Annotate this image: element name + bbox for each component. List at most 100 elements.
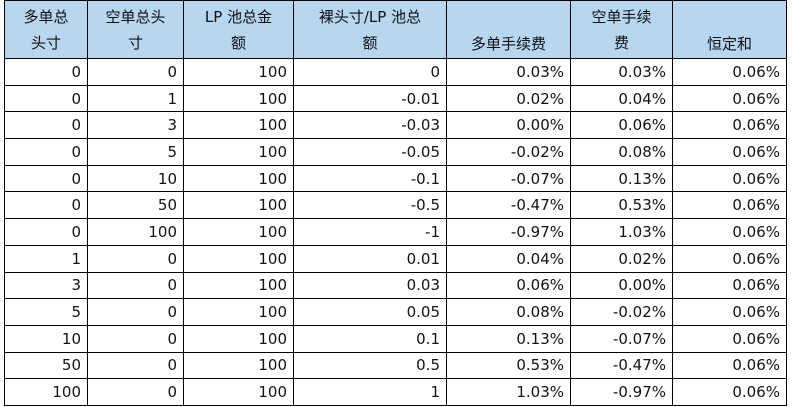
table-row: 100 0 100 1 1.03% -0.97% 0.06% (4, 378, 787, 406)
cell-short-total: 0 (87, 271, 184, 300)
cell-short-fee: -0.02% (570, 298, 673, 326)
table-row: 3 0 100 0.03 0.06% 0.00% 0.06% (4, 271, 787, 300)
cell-long-total: 0 (4, 218, 88, 246)
cell-short-total: 0 (87, 58, 184, 86)
cell-short-fee: 0.53% (570, 191, 673, 220)
cell-constant-sum: 0.06% (672, 218, 787, 246)
cell-short-fee: -0.47% (570, 351, 673, 380)
cell-long-fee: -0.97% (446, 218, 571, 246)
cell-short-fee: 0.13% (570, 164, 673, 193)
cell-short-total: 3 (87, 111, 184, 140)
cell-short-fee: 0.00% (570, 271, 673, 300)
cell-long-fee: 0.02% (446, 84, 571, 113)
cell-long-fee: 1.03% (446, 378, 571, 406)
cell-short-total: 10 (87, 164, 184, 193)
cell-short-total: 0 (87, 298, 184, 326)
cell-short-fee: 1.03% (570, 218, 673, 246)
cell-constant-sum: 0.06% (672, 324, 787, 353)
header-naked-ratio-line2: 额 (362, 33, 378, 52)
header-long-fee-label: 多单手续费 (470, 35, 546, 53)
cell-long-total: 0 (4, 191, 88, 220)
cell-naked-ratio: 0.1 (293, 324, 447, 353)
cell-constant-sum: 0.06% (672, 84, 787, 113)
header-short-fee: 空单手续 费 (570, 0, 673, 59)
header-short-fee-line2: 费 (613, 33, 629, 52)
cell-long-total: 3 (4, 271, 88, 300)
cell-long-fee: -0.47% (446, 191, 571, 220)
table-row: 5 0 100 0.05 0.08% -0.02% 0.06% (4, 298, 787, 326)
cell-long-total: 0 (4, 164, 88, 193)
cell-naked-ratio: -0.5 (293, 191, 447, 220)
cell-constant-sum: 0.06% (672, 351, 787, 380)
cell-constant-sum: 0.06% (672, 164, 787, 193)
cell-long-fee: 0.04% (446, 244, 571, 273)
cell-constant-sum: 0.06% (672, 58, 787, 86)
cell-constant-sum: 0.06% (672, 138, 787, 166)
cell-long-total: 1 (4, 244, 88, 273)
cell-long-total: 5 (4, 298, 88, 326)
cell-lp-pool: 100 (183, 271, 294, 300)
cell-lp-pool: 100 (183, 244, 294, 273)
cell-long-total: 0 (4, 58, 88, 86)
cell-long-fee: 0.06% (446, 271, 571, 300)
table-row: 1 0 100 0.01 0.04% 0.02% 0.06% (4, 244, 787, 273)
cell-long-fee: 0.53% (446, 351, 571, 380)
cell-constant-sum: 0.06% (672, 271, 787, 300)
cell-long-fee: -0.07% (446, 164, 571, 193)
cell-short-fee: 0.02% (570, 244, 673, 273)
table-row: 10 0 100 0.1 0.13% -0.07% 0.06% (4, 324, 787, 353)
cell-long-fee: 0.08% (446, 298, 571, 326)
cell-long-total: 0 (4, 138, 88, 166)
cell-lp-pool: 100 (183, 84, 294, 113)
table-row: 0 5 100 -0.05 -0.02% 0.08% 0.06% (4, 138, 787, 166)
header-short-total-line2: 寸 (127, 33, 143, 52)
table-row: 0 1 100 -0.01 0.02% 0.04% 0.06% (4, 84, 787, 113)
cell-long-fee: 0.13% (446, 324, 571, 353)
cell-short-fee: -0.97% (570, 378, 673, 406)
table-row: 0 3 100 -0.03 0.00% 0.06% 0.06% (4, 111, 787, 140)
header-short-total: 空单总头 寸 (87, 0, 184, 59)
cell-short-fee: 0.06% (570, 111, 673, 140)
cell-naked-ratio: 0 (293, 58, 447, 86)
header-naked-ratio-line1: 裸头寸/LP 池总 (318, 7, 422, 26)
cell-naked-ratio: 0.05 (293, 298, 447, 326)
table-body: 0 0 100 0 0.03% 0.03% 0.06% 0 1 100 -0.01 0.02% 0.04… (4, 58, 787, 406)
cell-short-fee: 0.04% (570, 84, 673, 113)
cell-naked-ratio: 0.03 (293, 271, 447, 300)
cell-long-fee: 0.00% (446, 111, 571, 140)
cell-naked-ratio: 0.01 (293, 244, 447, 273)
cell-long-fee: 0.03% (446, 58, 571, 86)
table-container: 多单总 头寸 空单总头 寸 LP 池总金 额 裸头寸/LP 池总 额 多单手续费 (4, 0, 787, 406)
header-constant-sum-label: 恒定和 (706, 35, 752, 53)
cell-naked-ratio: 1 (293, 378, 447, 406)
cell-naked-ratio: -0.01 (293, 84, 447, 113)
cell-constant-sum: 0.06% (672, 244, 787, 273)
cell-constant-sum: 0.06% (672, 191, 787, 220)
header-long-total: 多单总 头寸 (4, 0, 88, 59)
cell-lp-pool: 100 (183, 351, 294, 380)
header-lp-pool-line1: LP 池总金 (204, 7, 273, 26)
cell-long-total: 10 (4, 324, 88, 353)
cell-long-fee: -0.02% (446, 138, 571, 166)
header-row: 多单总 头寸 空单总头 寸 LP 池总金 额 裸头寸/LP 池总 额 多单手续费 (4, 0, 787, 59)
table-row: 0 50 100 -0.5 -0.47% 0.53% 0.06% (4, 191, 787, 220)
cell-naked-ratio: -0.05 (293, 138, 447, 166)
cell-short-fee: 0.08% (570, 138, 673, 166)
cell-long-total: 0 (4, 111, 88, 140)
cell-lp-pool: 100 (183, 138, 294, 166)
cell-long-total: 50 (4, 351, 88, 380)
header-short-fee-line1: 空单手续 (591, 7, 652, 26)
cell-lp-pool: 100 (183, 218, 294, 246)
cell-short-total: 100 (87, 218, 184, 246)
table-row: 0 0 100 0 0.03% 0.03% 0.06% (4, 58, 787, 86)
cell-lp-pool: 100 (183, 58, 294, 86)
header-naked-ratio: 裸头寸/LP 池总 额 (293, 0, 447, 59)
cell-short-total: 0 (87, 378, 184, 406)
cell-constant-sum: 0.06% (672, 111, 787, 140)
cell-short-fee: 0.03% (570, 58, 673, 86)
cell-lp-pool: 100 (183, 191, 294, 220)
table-row: 50 0 100 0.5 0.53% -0.47% 0.06% (4, 351, 787, 380)
header-lp-pool: LP 池总金 额 (183, 0, 294, 59)
cell-naked-ratio: -1 (293, 218, 447, 246)
cell-long-total: 100 (4, 378, 88, 406)
